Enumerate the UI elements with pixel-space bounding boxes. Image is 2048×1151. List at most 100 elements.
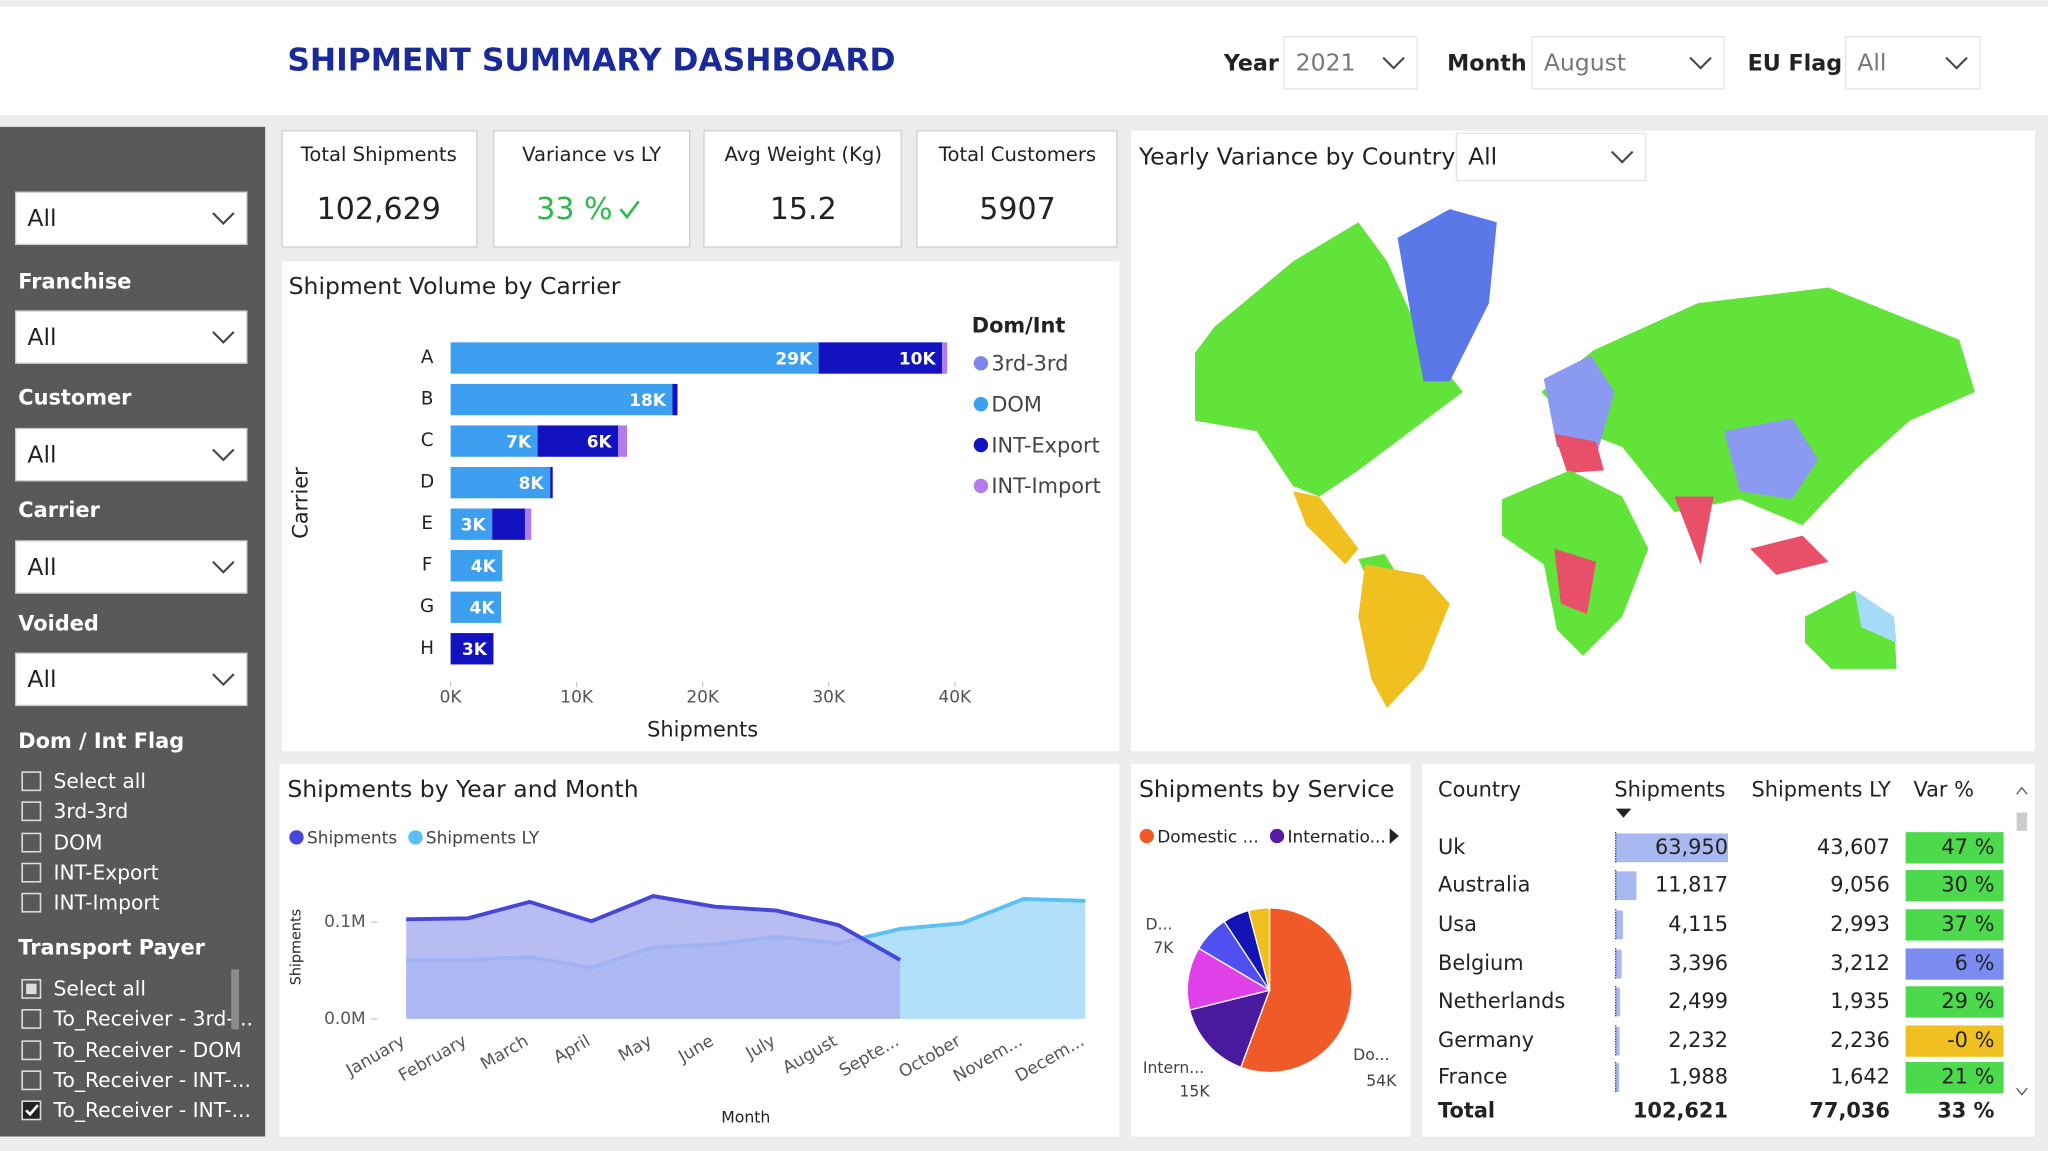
var-cell <box>1905 909 2004 941</box>
total-cell: Total <box>1438 1099 1495 1123</box>
cell-country: Belgium <box>1438 951 1524 975</box>
kpi-label: Total Shipments <box>300 143 457 166</box>
checkbox[interactable] <box>21 832 42 853</box>
dropdown-value: All <box>1857 49 1886 77</box>
legend-label: INT-Import <box>991 474 1100 498</box>
scroll-up[interactable] <box>2016 786 2028 795</box>
bar-value-label: 8K <box>519 474 545 494</box>
table-scrollbar[interactable] <box>2016 812 2028 831</box>
checkbox[interactable] <box>21 1040 42 1061</box>
x-tick-label: 20K <box>686 688 720 708</box>
cell-shipments-ly: 2,993 <box>1830 912 1890 936</box>
column-header: Var % <box>1913 777 1974 801</box>
var-cell <box>1905 948 2004 980</box>
sort-arrow <box>1615 808 1632 818</box>
line <box>406 894 902 962</box>
bar-segment <box>537 425 619 457</box>
dropdown[interactable] <box>1531 36 1725 90</box>
chart-title: Shipments by Year and Month <box>287 775 638 803</box>
var-cell <box>1905 1062 2004 1094</box>
dropdown-value: August <box>1544 49 1626 77</box>
list-item: Select all <box>54 769 147 793</box>
legend-label: Shipments LY <box>426 829 540 849</box>
column-header: Shipments LY <box>1752 777 1891 801</box>
cell-shipments: 11,817 <box>1655 873 1728 897</box>
var-cell <box>1905 832 2004 864</box>
checkbox[interactable] <box>21 801 42 822</box>
scroll-down[interactable] <box>2016 1087 2028 1096</box>
dropdown[interactable] <box>15 310 248 364</box>
legend-label: 3rd-3rd <box>991 352 1068 376</box>
bar-segment <box>942 342 948 374</box>
list-item: To_Receiver - DOM <box>53 1038 242 1062</box>
chevron <box>212 331 235 344</box>
legend-marker <box>973 437 989 453</box>
chevron <box>1689 56 1712 70</box>
bar-segment <box>450 466 551 499</box>
bar-segment <box>450 508 493 540</box>
cell-shipments-ly: 9,056 <box>1830 873 1890 897</box>
dropdown[interactable] <box>1844 36 1981 90</box>
list-item: To_Receiver - INT-... <box>53 1098 251 1122</box>
legend-label: Domestic ... <box>1157 827 1259 847</box>
checkbox[interactable] <box>21 1070 42 1091</box>
x-axis-title: Month <box>721 1108 770 1127</box>
dropdown[interactable] <box>15 540 248 594</box>
cell-shipments: 2,232 <box>1668 1028 1728 1052</box>
legend-more[interactable] <box>1389 828 1399 844</box>
kpi-card <box>493 130 691 248</box>
slice-value-label: 54K <box>1366 1071 1397 1090</box>
data-bar <box>1615 949 1622 979</box>
cell-shipments: 4,115 <box>1668 912 1728 936</box>
slice-label: Intern... <box>1143 1058 1204 1077</box>
dropdown-value: All <box>1468 143 1497 171</box>
checkbox[interactable] <box>21 1100 42 1121</box>
legend-marker <box>408 830 423 845</box>
data-bar <box>1615 910 1623 940</box>
checkbox[interactable] <box>21 862 42 883</box>
dropdown[interactable] <box>15 191 248 246</box>
data-bar <box>1615 1063 1620 1093</box>
legend-marker <box>973 396 989 412</box>
dropdown[interactable] <box>1455 132 1647 182</box>
dashboard-title: SHIPMENT SUMMARY DASHBOARD <box>287 43 895 79</box>
legend-marker <box>1269 828 1285 844</box>
data-bar <box>1615 871 1637 901</box>
checkbox[interactable] <box>21 771 42 792</box>
cell-var: 47 % <box>1941 835 1994 859</box>
bar-segment <box>450 633 494 665</box>
total-cell: 102,621 <box>1633 1099 1728 1123</box>
y-axis-title: Shipments <box>288 909 304 985</box>
cell-country: Usa <box>1438 912 1477 936</box>
checkbox[interactable] <box>21 978 42 999</box>
cell-shipments: 1,988 <box>1668 1065 1728 1089</box>
var-cell <box>1905 986 2004 1018</box>
dropdown-value: All <box>27 204 56 232</box>
chevron <box>212 673 235 687</box>
bar-segment <box>618 425 628 457</box>
checkbox[interactable] <box>21 892 42 913</box>
kpi-value: 5907 <box>979 192 1055 227</box>
bar-segment <box>450 425 538 457</box>
bar-value-label: 6K <box>587 432 613 452</box>
dropdown[interactable] <box>1283 36 1418 90</box>
kpi-card <box>703 130 902 248</box>
bar-segment <box>524 508 532 540</box>
scrollbar <box>231 969 240 1030</box>
x-axis-title: Shipments <box>647 717 758 741</box>
chart-title: Shipment Volume by Carrier <box>289 272 621 300</box>
x-tick-label: 0K <box>440 688 463 708</box>
bar-value-label: 3K <box>461 515 487 535</box>
cell-shipments-ly: 2,236 <box>1830 1028 1890 1052</box>
slice-label: Do... <box>1353 1045 1389 1064</box>
kpi-label: Avg Weight (Kg) <box>725 143 882 166</box>
list-item: INT-Export <box>54 860 159 884</box>
checkbox[interactable] <box>21 1009 42 1029</box>
legend-marker <box>289 830 304 845</box>
slice-value-label: 15K <box>1179 1082 1210 1101</box>
dropdown[interactable] <box>15 652 248 707</box>
area-fill <box>406 896 901 1019</box>
slice-value-label: 7K <box>1153 938 1174 957</box>
dropdown[interactable] <box>15 427 248 482</box>
